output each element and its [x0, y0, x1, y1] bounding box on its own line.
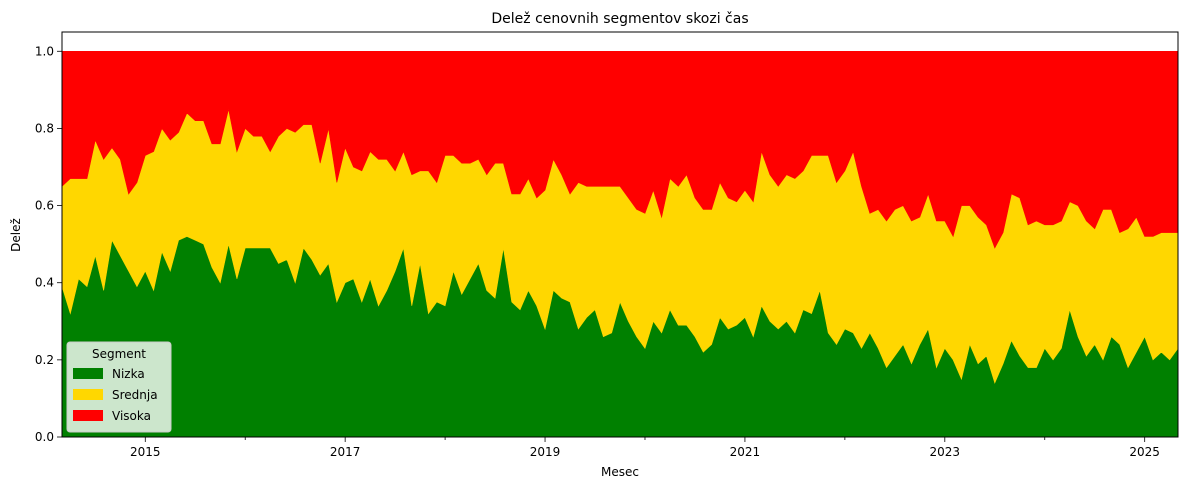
x-tick-label: 2023: [930, 445, 961, 459]
area-layers: [61, 50, 1179, 438]
x-tick-label: 2017: [330, 445, 361, 459]
y-tick-label: 0.2: [35, 353, 54, 367]
x-tick-label: 2019: [530, 445, 561, 459]
legend-label-nizka: Nizka: [112, 367, 145, 381]
y-tick-label: 1.0: [35, 44, 54, 58]
y-tick-label: 0.8: [35, 121, 54, 135]
x-tick-label: 2021: [730, 445, 761, 459]
y-axis: 0.0 0.2 0.4 0.6 0.8 1.0: [35, 44, 62, 444]
x-tick-label: 2025: [1129, 445, 1160, 459]
legend-swatch-visoka: [73, 410, 103, 421]
x-axis-label: Mesec: [601, 465, 639, 479]
legend: Segment Nizka Srednja Visoka: [66, 341, 172, 433]
x-axis: 2015 2017 2019 2021 2023 2025: [130, 437, 1160, 459]
y-tick-label: 0.0: [35, 430, 54, 444]
y-tick-label: 0.6: [35, 199, 54, 213]
legend-label-visoka: Visoka: [112, 409, 151, 423]
plot-frame: [61, 31, 1179, 438]
y-axis-label: Delež: [9, 218, 23, 252]
legend-label-srednja: Srednja: [112, 388, 158, 402]
legend-swatch-nizka: [73, 368, 103, 379]
chart-title: Delež cenovnih segmentov skozi čas: [491, 11, 748, 27]
legend-box: [66, 341, 172, 433]
y-tick-label: 0.4: [35, 276, 54, 290]
x-tick-label: 2015: [130, 445, 161, 459]
legend-title: Segment: [92, 347, 146, 361]
legend-swatch-srednja: [73, 389, 103, 400]
